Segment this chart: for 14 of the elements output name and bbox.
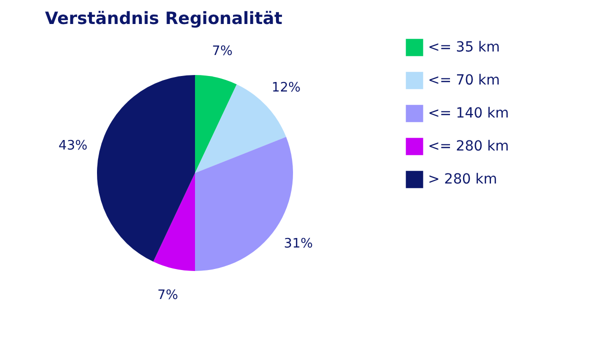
data-label: 31%: [284, 236, 313, 252]
data-label: 7%: [212, 44, 233, 60]
legend-label: <= 140 km: [428, 106, 509, 122]
chart-title: Verständnis Regionalität: [45, 9, 282, 29]
legend-label: <= 35 km: [428, 40, 500, 56]
pie-slice: [97, 75, 195, 262]
pie-slice: [153, 173, 195, 271]
data-label: 7%: [157, 288, 178, 303]
legend-label: <= 280 km: [428, 138, 509, 154]
pie-slice: [195, 75, 237, 173]
data-label: 43%: [58, 138, 88, 154]
legend-label: <= 70 km: [428, 72, 500, 88]
data-label: 12%: [272, 80, 301, 96]
legend-label: > 280 km: [428, 172, 498, 188]
